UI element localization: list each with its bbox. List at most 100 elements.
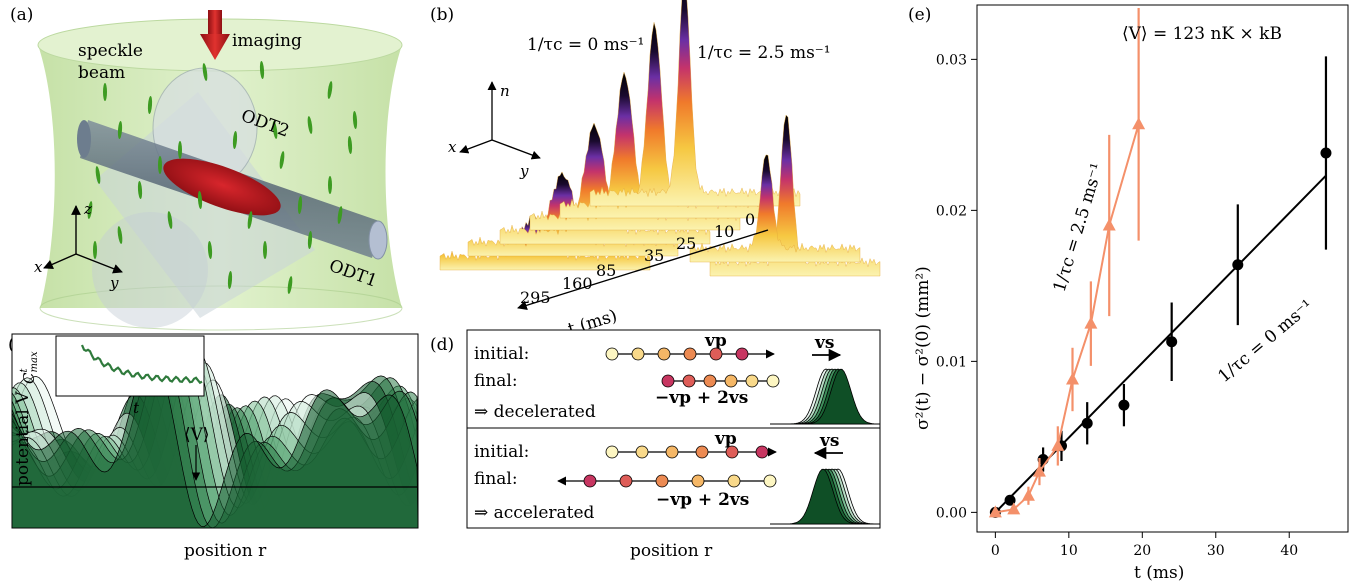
- series-black-label: 1/τc = 0 ms⁻¹: [1214, 296, 1317, 387]
- particle: [657, 347, 671, 361]
- particle: [695, 445, 709, 459]
- particle: [583, 474, 597, 488]
- speckle-grain: [158, 156, 162, 174]
- data-point: [1102, 218, 1116, 231]
- top-expr-label: −vp + 2vs: [655, 388, 748, 408]
- rate25-label: 1/τc = 2.5 ms⁻¹: [697, 43, 831, 63]
- speckle-grain: [137, 181, 143, 199]
- y-tick-label: 0.01: [936, 354, 967, 370]
- top-particles: [605, 347, 780, 388]
- density-profile: [689, 154, 861, 263]
- data-point: [1007, 502, 1021, 515]
- speckle-grain: [327, 81, 333, 99]
- y-tick-label: 0.02: [936, 203, 967, 219]
- time-tick-label: 35: [644, 246, 664, 265]
- chart-axes: 0 10 20 30 40 0.00 0.01 0.02 0.03: [936, 52, 1298, 559]
- speckle-grain: [272, 121, 278, 139]
- speckle-grain: [147, 96, 153, 114]
- panel-a-axes: [43, 205, 123, 274]
- data-point: [1084, 316, 1098, 329]
- speckle-grains: [87, 61, 358, 294]
- top-vs-label: vs: [814, 333, 834, 353]
- top-vp-label: vp: [704, 331, 727, 351]
- inset-xlabel: t: [133, 399, 140, 417]
- particle: [605, 347, 619, 361]
- x-tick-label: 30: [1207, 543, 1225, 559]
- atom-cloud: [163, 158, 281, 216]
- density-profile: [709, 114, 881, 277]
- speckle-grain: [207, 241, 213, 259]
- speckle-grain: [178, 141, 182, 159]
- panel-e-label: (e): [908, 5, 931, 25]
- time-tick-label: 0: [745, 210, 755, 229]
- panel-e: (e) 0 10 20 30 40 0.00 0.01 0.02 0.03 ⟨V⟩ = 123 …: [908, 4, 1349, 583]
- data-point: [1232, 259, 1244, 271]
- panel-c-ylabel: potential V: [13, 391, 33, 486]
- y-tick-label: 0.00: [936, 505, 967, 521]
- bottom-wavepacket: [770, 468, 880, 525]
- particle: [665, 445, 679, 459]
- panel-d-frame: [466, 329, 881, 529]
- chart-ylabel: σ²(t) − σ²(0) (mm²): [913, 266, 933, 430]
- inset-frame: [55, 335, 205, 397]
- odt2-end-2: [92, 212, 208, 328]
- panel-d-xlabel: position r: [630, 541, 713, 561]
- top-final-label: final:: [474, 371, 518, 391]
- axis-z-label: z: [83, 200, 92, 218]
- speckle-grain: [263, 241, 267, 259]
- data-point: [1132, 117, 1146, 130]
- particle: [635, 445, 649, 459]
- bottom-particles: [583, 445, 777, 488]
- data-point: [1004, 494, 1016, 506]
- axis-x-label: x: [34, 258, 43, 276]
- bottom-result-label: ⇒ accelerated: [474, 503, 595, 523]
- panel-a-label: (a): [10, 5, 33, 25]
- top-result-label: ⇒ decelerated: [474, 402, 596, 422]
- panel-b: (b) 1/τc = 0 ms⁻¹ 1/τc = 2.5 ms⁻¹ n x y …: [430, 0, 881, 340]
- time-tick-label: 10: [714, 222, 734, 241]
- speckle-grain: [307, 116, 313, 134]
- speckle-grain: [117, 121, 123, 139]
- correlation-decay-curve: [80, 344, 203, 385]
- speckle-grain: [197, 191, 203, 209]
- chart-plot-area: [976, 4, 1349, 533]
- speckle-label-2: beam: [78, 63, 125, 83]
- particle: [725, 445, 739, 459]
- time-tick-label: 160: [562, 274, 593, 293]
- speckle-grain: [307, 231, 313, 249]
- bottom-expr-label: −vp + 2vs: [656, 490, 749, 510]
- x-tick-label: 10: [1060, 543, 1078, 559]
- odt1-end-right: [368, 220, 388, 260]
- particle: [709, 347, 723, 361]
- panel-d-label: (d): [430, 335, 454, 355]
- time-axis-line: [517, 229, 769, 311]
- speckle-grain: [95, 166, 101, 184]
- particle: [691, 474, 705, 488]
- top-initial-label: initial:: [474, 344, 529, 364]
- panel-a: (a) imaging speckle beam ODT2 ODT1: [10, 5, 403, 331]
- data-point: [1066, 372, 1080, 385]
- data-point: [1118, 399, 1130, 411]
- axis-bx-label: x: [448, 138, 457, 156]
- potential-curve: [12, 355, 418, 528]
- speckle-grain: [247, 211, 253, 229]
- mean-label: ⟨V⟩: [184, 425, 210, 445]
- imaging-label: imaging: [232, 31, 302, 51]
- bottom-vs-label: vs: [819, 431, 839, 451]
- data-point: [988, 505, 1002, 518]
- data-point: [1166, 336, 1178, 348]
- panel-d: (d) initial: final: ⇒ decelerated vp vs …: [430, 329, 881, 561]
- data-point: [1320, 147, 1332, 159]
- chart-xlabel: t (ms): [1134, 563, 1184, 582]
- speckle-grain: [347, 136, 353, 154]
- time-tick-label: 85: [596, 261, 616, 280]
- data-point: [1081, 417, 1093, 429]
- particle: [755, 445, 769, 459]
- top-wavepacket: [770, 368, 881, 425]
- odt1-end-left: [77, 120, 91, 158]
- particle: [619, 474, 633, 488]
- fit-line: [995, 124, 1140, 514]
- particle: [661, 374, 675, 388]
